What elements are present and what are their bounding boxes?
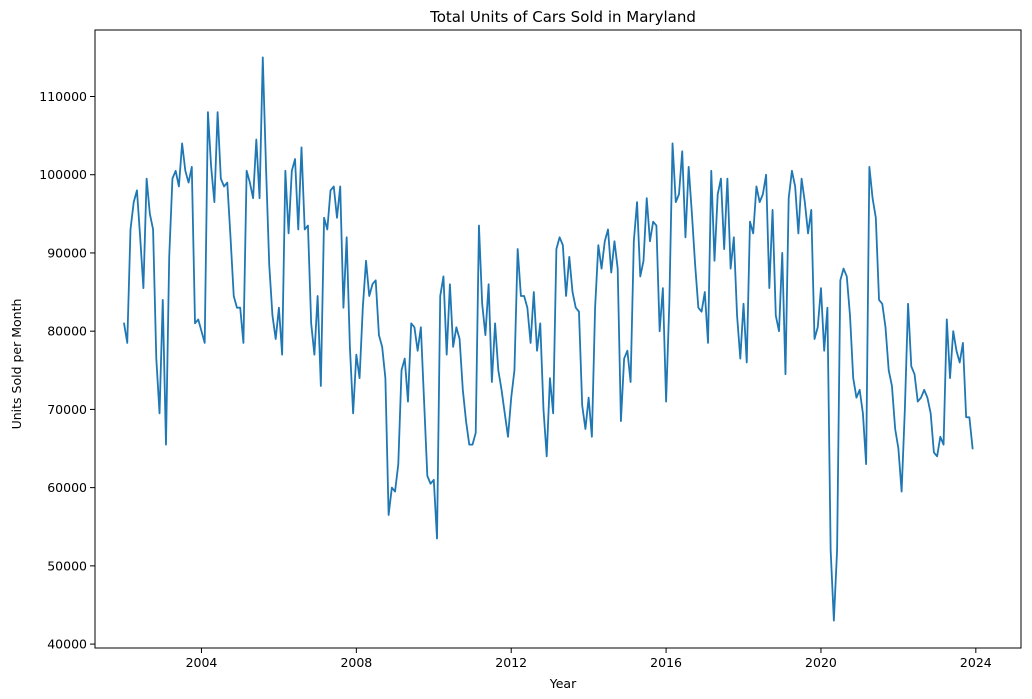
y-tick-label: 60000 <box>47 480 87 495</box>
series-line <box>123 56 974 622</box>
y-tick-label: 100000 <box>39 167 87 182</box>
x-tick-label: 2024 <box>960 655 992 670</box>
plot-area-frame <box>94 29 1022 649</box>
y-tick-label: 50000 <box>47 558 87 573</box>
y-tick-label: 70000 <box>47 402 87 417</box>
y-tick-label: 90000 <box>47 245 87 260</box>
y-tick-label: 40000 <box>47 637 87 652</box>
x-tick-label: 2016 <box>650 655 682 670</box>
y-tick-label: 80000 <box>47 324 87 339</box>
x-tick-label: 2004 <box>186 655 218 670</box>
y-tick-label: 110000 <box>39 89 87 104</box>
series-layer <box>123 56 974 622</box>
x-tick-label: 2020 <box>805 655 837 670</box>
x-axis-label: Year <box>549 676 577 691</box>
y-axis-ticks: 40000 50000 60000 70000 80000 90000 100000 1100… <box>39 89 95 652</box>
y-axis-label: Units Sold per Month <box>9 299 24 430</box>
x-tick-label: 2008 <box>340 655 372 670</box>
x-tick-label: 2012 <box>495 655 527 670</box>
chart-title: Total Units of Cars Sold in Maryland <box>429 8 696 26</box>
x-axis-ticks: 2004 2008 2012 2016 2020 2024 <box>186 648 992 670</box>
